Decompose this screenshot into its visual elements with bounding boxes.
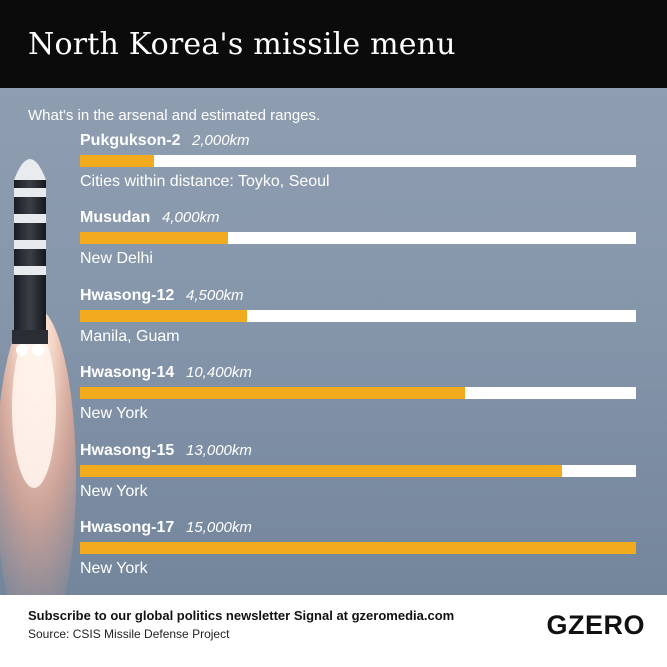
missile-name: Musudan [80, 209, 151, 227]
missile-name: Hwasong-12 [80, 286, 175, 304]
range-label: 10,400km [186, 364, 252, 382]
bar-row: Hwasong-14 10,400km New York [80, 364, 636, 424]
missile-name: Pukgukson-2 [80, 132, 181, 149]
missile-name: Hwasong-15 [80, 441, 175, 459]
range-label: 4,500km [186, 286, 244, 304]
range-bar [80, 232, 229, 245]
bar-track [80, 387, 636, 400]
page-title: North Korea's missile menu [28, 27, 456, 62]
range-bar [80, 542, 636, 554]
newsletter-cta: Subscribe to our global politics newslet… [28, 608, 455, 623]
range-label: 2,000km [192, 132, 250, 149]
cities-in-range: New York [80, 482, 148, 500]
bar-row: Pukgukson-2 2,000km Cities within distance… [80, 132, 636, 192]
rocket-icon [0, 159, 76, 595]
chart-subtitle: What's in the arsenal and estimated rang… [28, 107, 321, 124]
cities-in-range: Manila, Guam [80, 327, 180, 345]
bar-track [80, 155, 636, 167]
bar-track [80, 542, 636, 554]
cities-in-range: New York [80, 405, 148, 423]
cities-in-range: Cities within distance: Toyko, Seoul [80, 173, 330, 190]
range-label: 4,000km [162, 209, 220, 227]
bar-row: Hwasong-15 13,000km New York [80, 442, 636, 502]
range-bar [80, 309, 247, 322]
missile-name: Hwasong-17 [80, 519, 175, 536]
missile-name: Hwasong-14 [80, 364, 175, 382]
range-bar [80, 155, 155, 167]
bar-track [80, 464, 636, 477]
range-bar [80, 464, 562, 477]
footer: Subscribe to our global politics newslet… [0, 595, 667, 667]
cities-in-range: New Delhi [80, 250, 153, 268]
source-note: Source: CSIS Missile Defense Project [28, 627, 230, 641]
chart-panel: What's in the arsenal and estimated rang… [0, 88, 667, 595]
bar-track [80, 232, 636, 245]
bar-track [80, 309, 636, 322]
header-bar: North Korea's missile menu [0, 0, 667, 88]
bar-row: Hwasong-12 4,500km Manila, Guam [80, 287, 636, 347]
range-label: 15,000km [186, 519, 252, 536]
range-bar [80, 387, 466, 400]
gzero-logo: GZERO [546, 610, 645, 640]
bar-row: Hwasong-17 15,000km New York [80, 519, 636, 579]
bar-row: Musudan 4,000km New Delhi [80, 209, 636, 269]
range-label: 13,000km [186, 441, 252, 459]
cities-in-range: New York [80, 560, 148, 577]
